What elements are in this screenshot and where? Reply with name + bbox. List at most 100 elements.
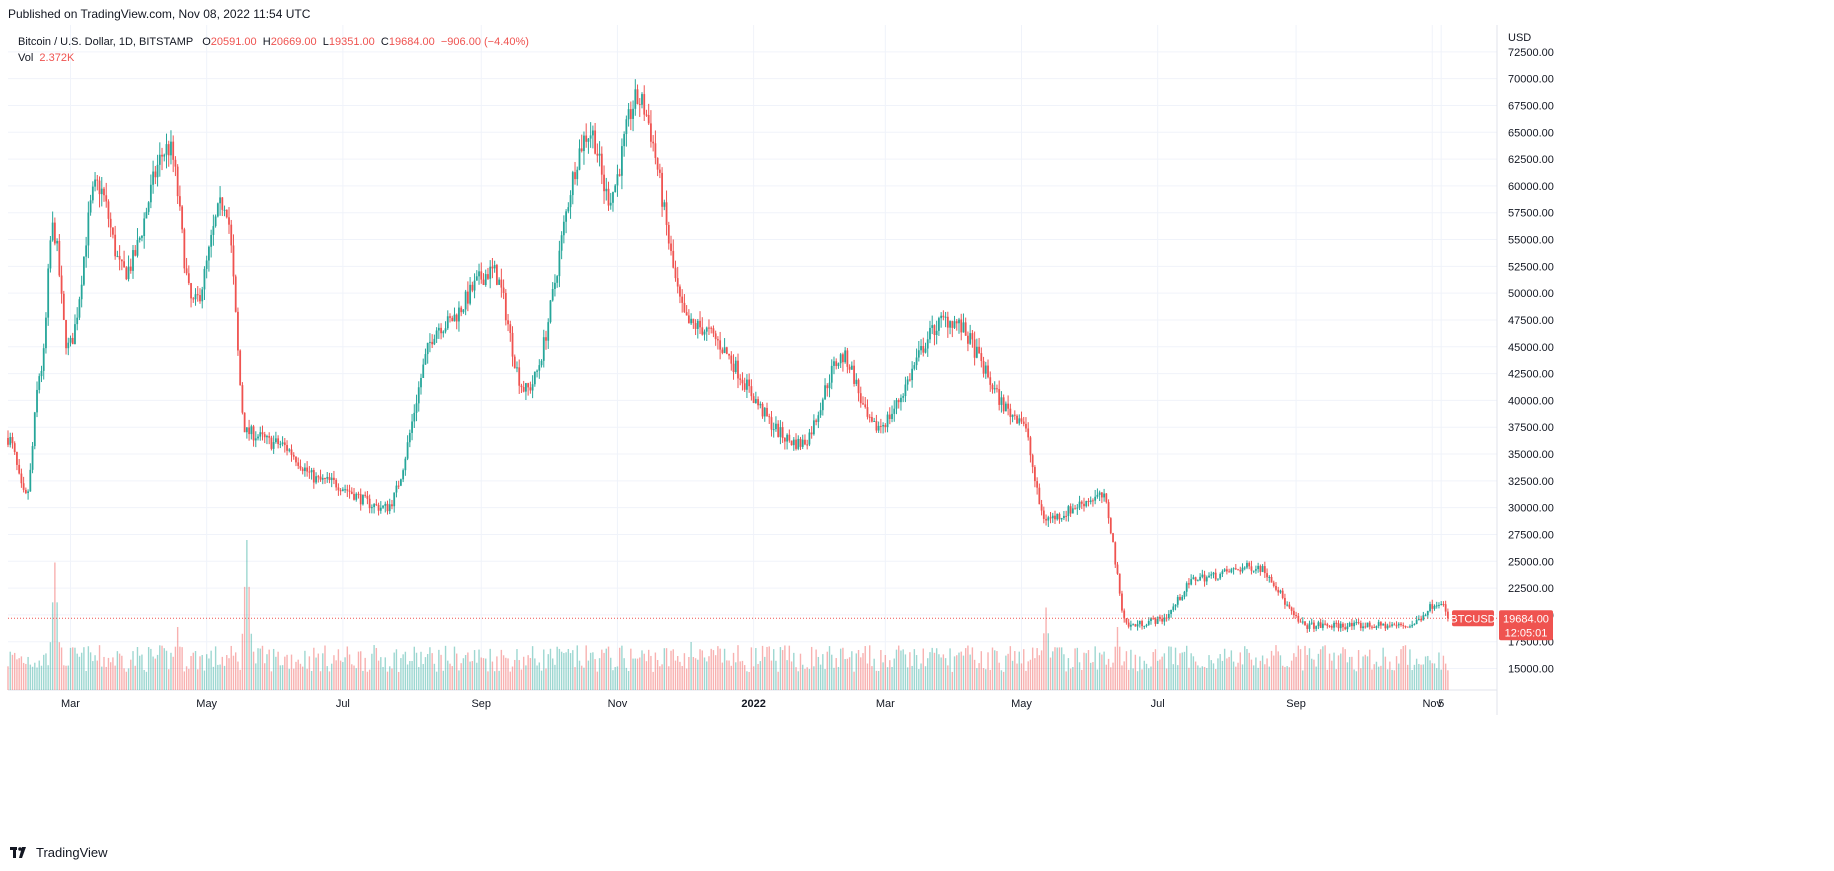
x-tick-label: 2022 <box>741 698 765 710</box>
candle-body <box>24 489 27 494</box>
candle-body <box>725 347 728 354</box>
candle-body <box>1426 610 1429 616</box>
volume-bar <box>741 660 744 690</box>
candle-body <box>1051 515 1054 519</box>
candle-body <box>1306 625 1309 629</box>
volume-bar <box>994 650 996 690</box>
candle-body <box>27 491 29 494</box>
volume-bar <box>335 660 337 690</box>
candle-body <box>518 367 521 386</box>
candle-body <box>571 172 574 196</box>
candle-body <box>453 314 456 322</box>
volume-bar <box>815 649 817 690</box>
volume-bar <box>614 667 616 690</box>
volume-bar <box>752 666 755 690</box>
candle-body <box>1388 625 1391 627</box>
candle-body <box>1065 515 1068 517</box>
candle-body <box>268 436 271 438</box>
candle-body <box>967 335 969 344</box>
volume-bar <box>799 653 802 690</box>
candle-body <box>788 434 791 441</box>
volume-bar <box>460 663 462 690</box>
price-chart[interactable]: 15000.0017500.0020000.0022500.0025000.00… <box>0 25 1834 840</box>
candle-body <box>1438 604 1440 606</box>
volume-bar <box>301 666 304 690</box>
volume-bar <box>1172 664 1175 690</box>
volume-bar <box>1266 658 1268 690</box>
footer-brand[interactable]: TradingView <box>10 845 108 860</box>
high-label: H <box>262 36 271 48</box>
volume-bar <box>913 649 916 690</box>
candle-body <box>949 321 951 328</box>
volume-bar <box>1395 656 1398 690</box>
volume-bar <box>1096 669 1099 690</box>
volume-bar <box>170 652 172 690</box>
candle-body <box>304 467 306 472</box>
chart-area[interactable]: 15000.0017500.0020000.0022500.0025000.00… <box>0 25 1834 840</box>
candle-body <box>292 454 295 457</box>
candle-body <box>801 439 804 447</box>
candle-body <box>1393 624 1396 626</box>
volume-bar <box>29 664 32 690</box>
volume-bar <box>1067 658 1070 690</box>
candle-body <box>1105 493 1108 503</box>
candle-body <box>1348 623 1351 627</box>
candle-body <box>109 218 112 228</box>
candle-body <box>1241 567 1244 572</box>
volume-value: 2.372K <box>39 52 75 64</box>
candle-body <box>145 211 148 219</box>
volume-bar <box>411 660 413 690</box>
candle-body <box>426 342 429 355</box>
candle-body <box>886 414 889 428</box>
candle-body <box>551 288 554 301</box>
volume-bar <box>1371 669 1373 690</box>
volume-bar <box>766 646 768 690</box>
candle-body <box>330 477 333 481</box>
volume-bar <box>152 656 154 690</box>
candle-body <box>723 347 726 353</box>
candle-body <box>493 265 496 269</box>
candle-body <box>513 356 516 369</box>
volume-bar <box>869 645 871 690</box>
candle-body <box>85 245 88 257</box>
candle-body <box>902 396 905 398</box>
volume-bar <box>344 657 346 690</box>
volume-bar <box>391 668 393 690</box>
volume-bar <box>730 665 732 690</box>
candle-body <box>1145 624 1148 626</box>
volume-bar <box>627 670 630 690</box>
candle-body <box>792 439 795 446</box>
candle-body <box>1308 623 1311 629</box>
volume-bar <box>1375 661 1378 690</box>
candle-body <box>1179 597 1181 600</box>
volume-bar <box>230 645 232 690</box>
candle-body <box>589 135 592 139</box>
candle-body <box>1060 518 1063 520</box>
volume-bar <box>127 668 130 690</box>
candle-body <box>1219 574 1222 579</box>
candle-body <box>1201 574 1204 577</box>
candle-body <box>721 349 724 353</box>
candle-body <box>888 414 891 419</box>
volume-bar <box>701 650 703 690</box>
volume-bar <box>205 654 208 690</box>
candle-body <box>33 412 36 447</box>
volume-bar <box>74 647 76 690</box>
volume-bar <box>1232 661 1235 690</box>
volume-bar <box>324 645 326 690</box>
volume-bar <box>621 645 623 690</box>
volume-bar <box>761 645 764 690</box>
candle-body <box>120 259 123 262</box>
volume-bar <box>779 647 782 690</box>
volume-bar <box>911 665 913 690</box>
candle-body <box>714 333 717 340</box>
candle-body <box>172 141 175 160</box>
volume-bar <box>1324 645 1326 690</box>
candle-body <box>833 361 835 366</box>
candle-body <box>1067 506 1070 517</box>
candle-body <box>567 207 570 212</box>
volume-bar <box>464 655 467 690</box>
y-tick-label: 37500.00 <box>1508 422 1554 434</box>
volume-bar <box>1168 646 1170 690</box>
volume-bar <box>770 660 773 690</box>
